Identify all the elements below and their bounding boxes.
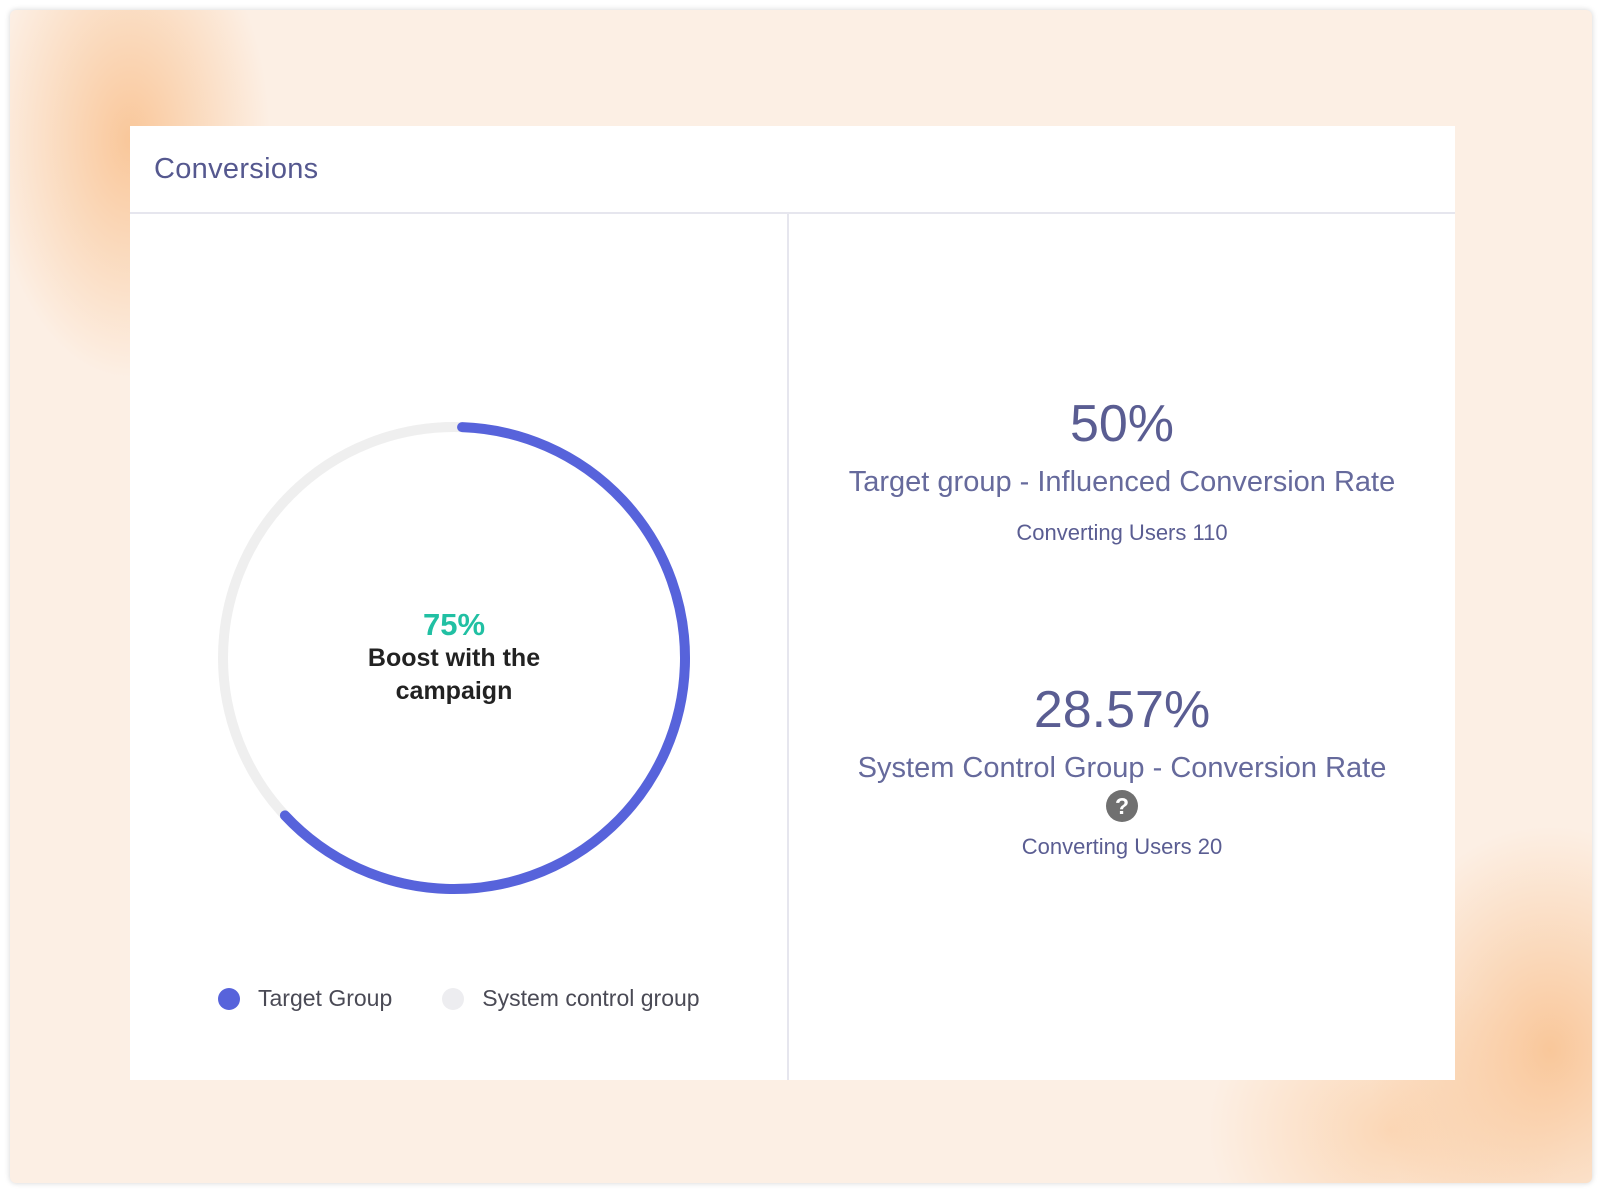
legend-label-target: Target Group — [258, 985, 393, 1011]
legend-label-control: System control group — [482, 985, 700, 1011]
donut-center: 75% Boost with the campaign — [214, 418, 694, 898]
control-conversion-rate-value: 28.57% — [1033, 681, 1211, 739]
question-circle-icon[interactable]: ? — [1106, 790, 1138, 822]
target-converting-users: Converting Users 110 — [1016, 520, 1228, 545]
card-body: 75% Boost with the campaign Target Group… — [130, 214, 1455, 1080]
background-frame: Conversions 75% Boost with the campaign … — [10, 10, 1592, 1183]
target-conversion-rate-value: 50% — [1069, 395, 1175, 453]
legend-dot-target — [218, 987, 240, 1010]
legend-item-target-group[interactable]: Target Group — [218, 985, 392, 1012]
legend-item-control-group[interactable]: System control group — [442, 985, 700, 1012]
target-conversion-rate-label: Target group - Influenced Conversion Rat… — [848, 466, 1396, 498]
control-conversion-metric: 28.57% System Control Group - Conversion… — [819, 680, 1425, 860]
boost-label: Boost with the campaign — [367, 644, 541, 705]
control-converting-users: Converting Users 20 — [1021, 834, 1223, 859]
conversions-card: Conversions 75% Boost with the campaign … — [130, 126, 1455, 1080]
boost-value: 75% — [422, 607, 486, 642]
metrics-pane: 50% Target group - Influenced Conversion… — [789, 214, 1455, 1080]
card-title: Conversions — [154, 152, 319, 185]
target-conversion-metric: 50% Target group - Influenced Conversion… — [819, 394, 1425, 546]
chart-legend: Target Group System control group — [218, 985, 750, 1012]
donut-chart — [217, 422, 690, 894]
chart-pane: 75% Boost with the campaign Target Group… — [130, 214, 789, 1080]
control-conversion-rate-label: System Control Group - Conversion Rate — [857, 752, 1387, 784]
card-header: Conversions — [130, 126, 1455, 214]
legend-dot-control — [442, 987, 465, 1010]
donut-target-segment — [217, 422, 690, 894]
